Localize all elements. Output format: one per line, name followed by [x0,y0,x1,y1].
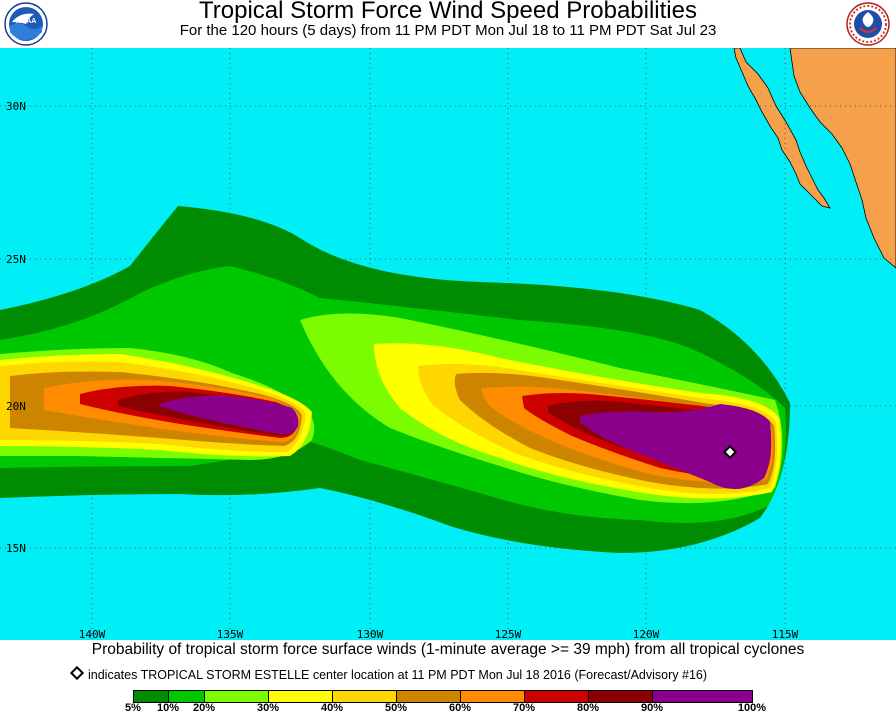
national-weather-service-logo [846,2,890,46]
probability-map: 30N 25N 20N 15N 140W 135W 130W 125W 120W… [0,48,896,640]
map-title: Tropical Storm Force Wind Speed Probabil… [199,0,697,24]
storm-marker-legend: indicates TROPICAL STORM ESTELLE center … [69,665,708,682]
scale-label: 30% [256,702,280,714]
scale-label: 40% [320,702,344,714]
lat-label-15n: 15N [6,542,26,555]
diamond-icon [69,665,85,681]
scale-label: 5% [125,702,141,714]
scale-swatch [652,690,753,703]
lon-label-140w: 140W [79,628,106,640]
noaa-logo: NOAA [4,2,48,46]
scale-label: 80% [576,702,600,714]
contour-90pct [160,395,772,490]
lat-label-30n: 30N [6,100,26,113]
lon-label-115w: 115W [772,628,799,640]
lat-label-20n: 20N [6,400,26,413]
svg-text:NOAA: NOAA [16,18,37,25]
mexico-mainland [789,48,896,269]
scale-label: 20% [192,702,216,714]
lat-label-25n: 25N [6,253,26,266]
probability-color-scale: 5% 10% 20% 30% 40% 50% 60% 70% 80% 90% 100% [0,688,896,716]
map-caption: Probability of tropical storm force surf… [91,641,805,658]
storm-center-marker [722,444,738,460]
header: NOAA Tropical Storm Force Wind Speed Pro… [0,0,896,48]
lon-label-130w: 130W [357,628,384,640]
scale-label: 50% [384,702,408,714]
scale-label: 60% [448,702,472,714]
baja-california [733,48,831,209]
scale-label: 70% [512,702,536,714]
map-subtitle: For the 120 hours (5 days) from 11 PM PD… [179,22,717,39]
scale-label: 100% [737,702,767,714]
lon-label-120w: 120W [633,628,660,640]
lon-label-125w: 125W [495,628,522,640]
lon-label-135w: 135W [217,628,244,640]
storm-marker-legend-text: indicates TROPICAL STORM ESTELLE center … [88,668,708,682]
scale-label: 90% [640,702,664,714]
scale-label: 10% [156,702,180,714]
